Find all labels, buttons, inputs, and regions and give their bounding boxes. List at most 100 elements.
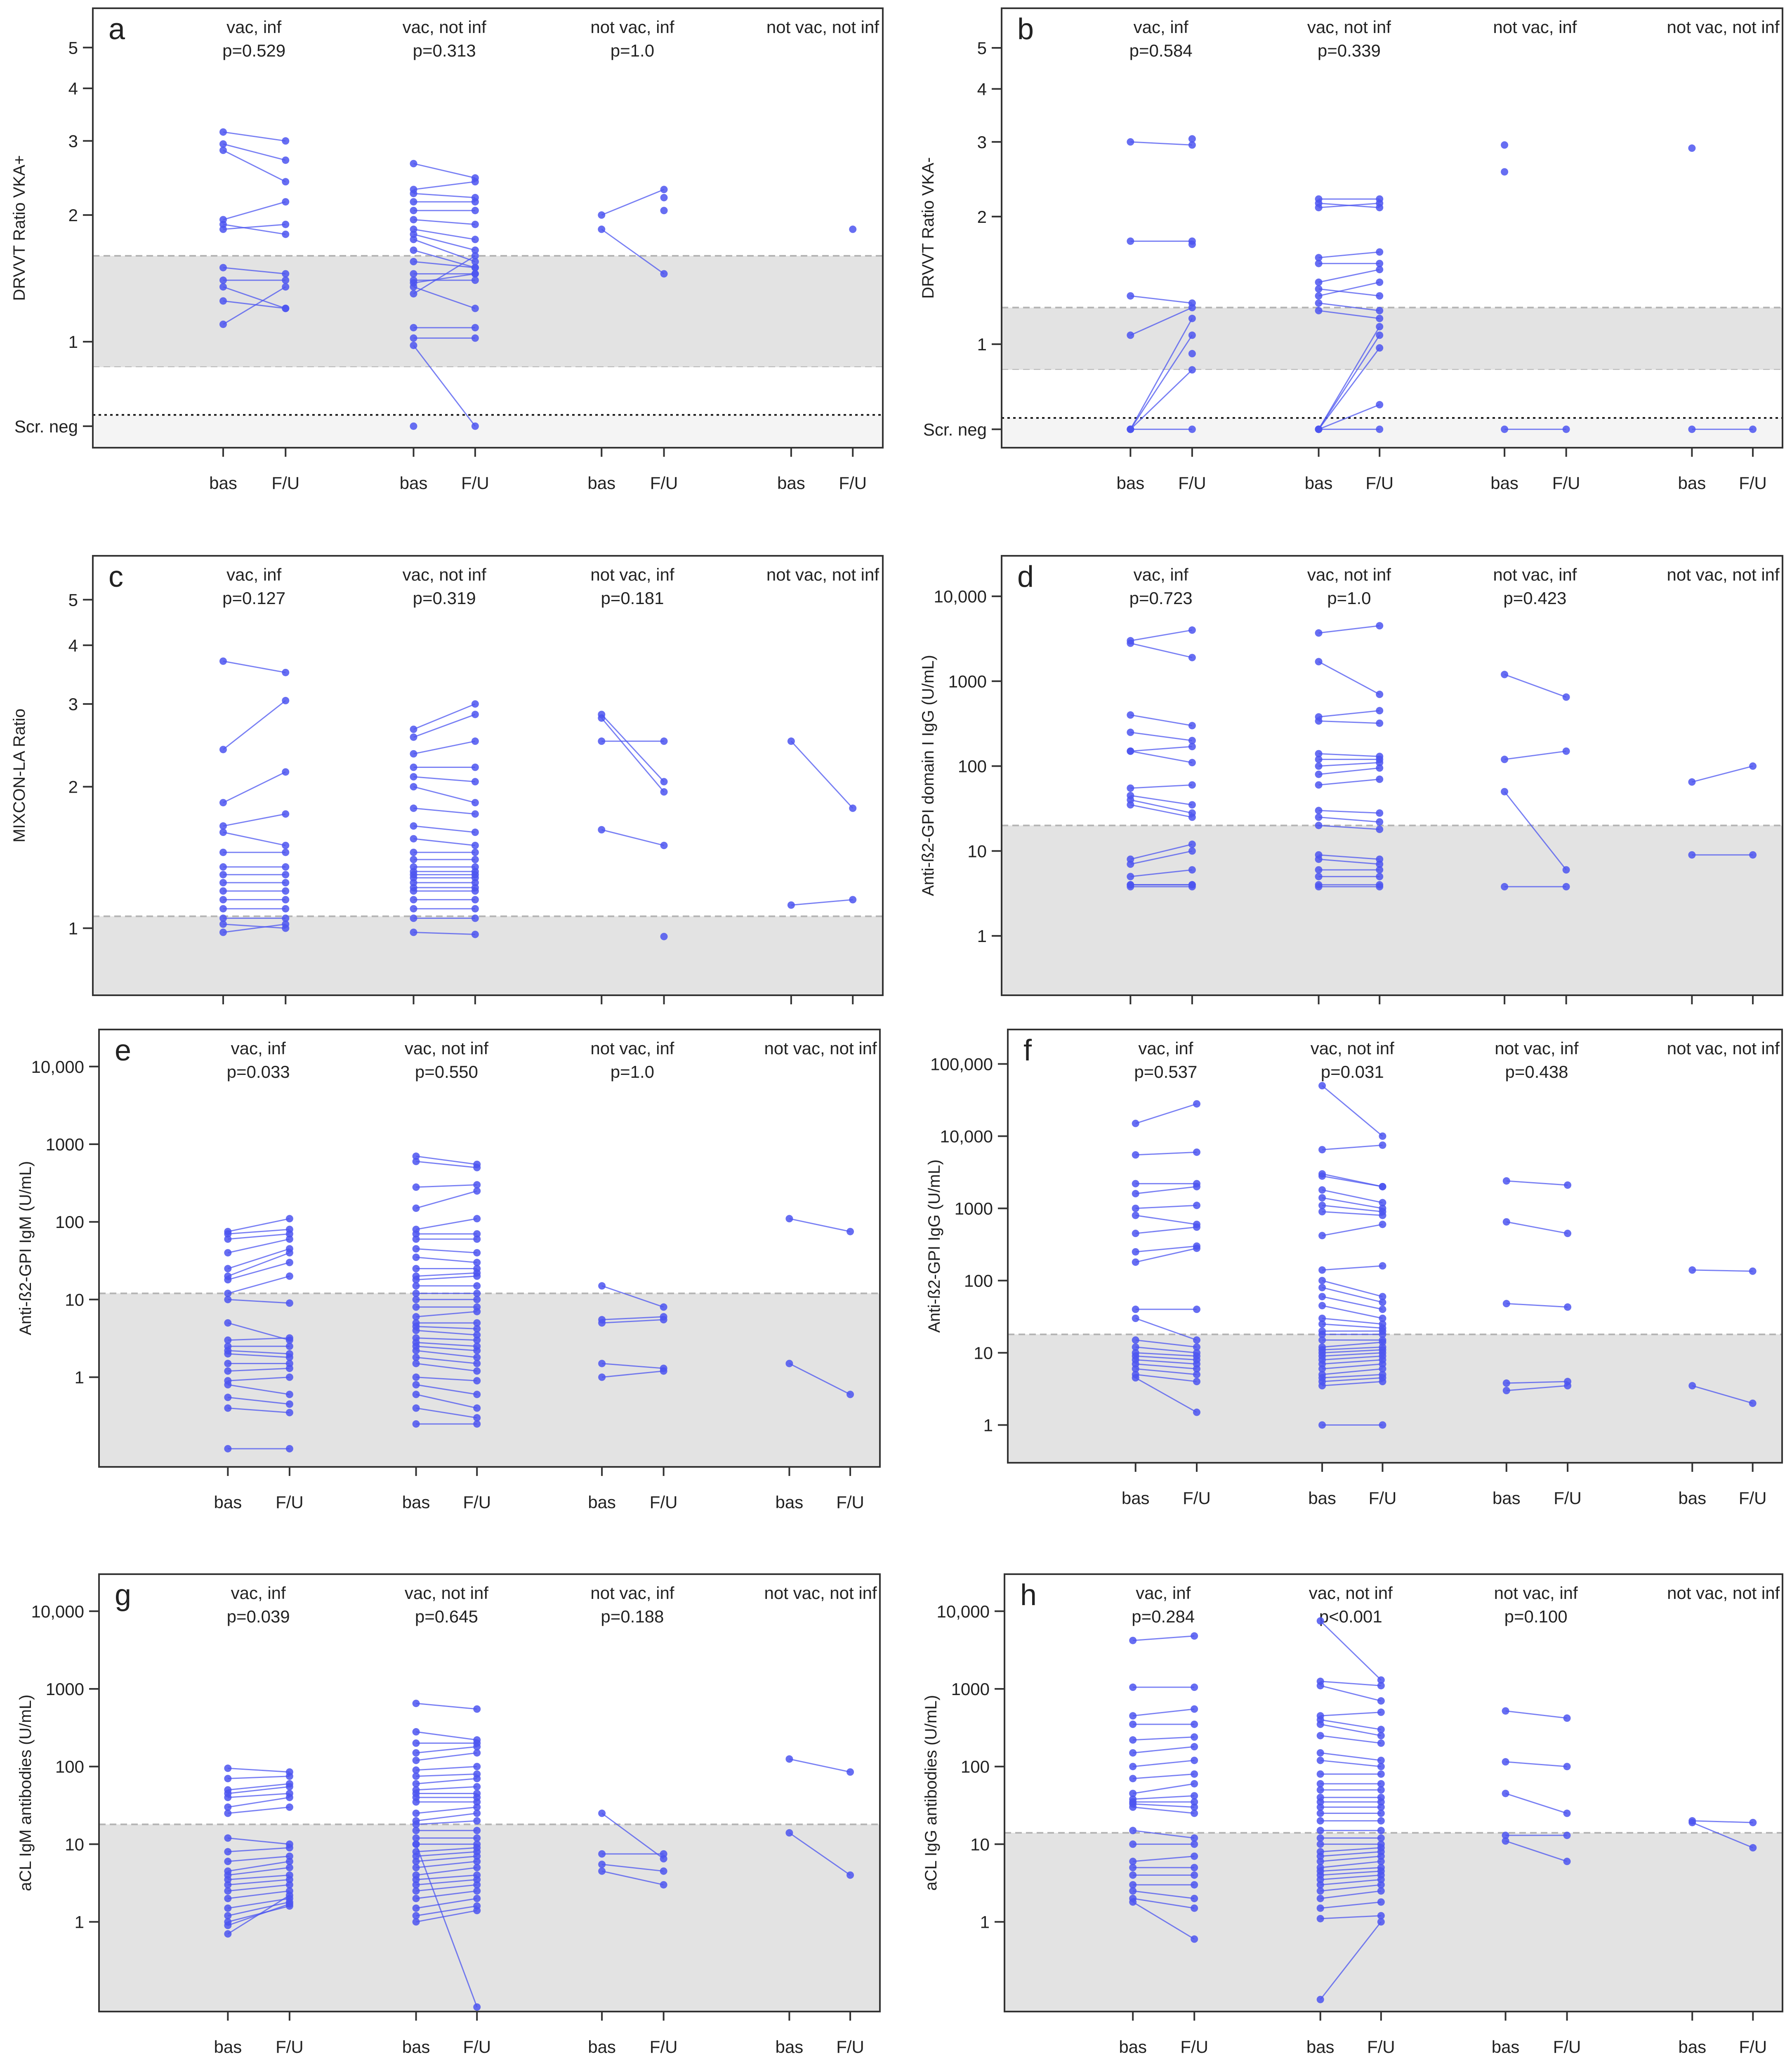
x-tick-label: bas [1678, 2037, 1706, 2057]
followup-point [473, 1809, 481, 1817]
baseline-point [1318, 1082, 1326, 1090]
followup-point [282, 697, 290, 704]
panel-f: 100,000 10,000 1000 100 10 1 Anti-ß2-GPI IgG (… [925, 1029, 1783, 1508]
x-tick-label: F/U [836, 2037, 864, 2057]
followup-point [471, 799, 479, 807]
followup-point [1191, 1935, 1198, 1943]
followup-point [1191, 1705, 1198, 1713]
baseline-point [412, 1749, 420, 1757]
patient-connector [1130, 141, 1192, 146]
followup-point [473, 1235, 481, 1243]
x-tick-label: F/U [463, 1492, 491, 1512]
followup-point [285, 1391, 293, 1398]
patient-connector [413, 825, 476, 833]
baseline-point [1316, 1904, 1324, 1912]
panel-letter: b [1017, 13, 1034, 46]
patient-connector [1318, 326, 1380, 430]
patient-connector [413, 808, 475, 815]
baseline-point [219, 264, 227, 272]
patient-connector [413, 703, 476, 730]
followup-point [471, 334, 479, 342]
baseline-point [1132, 1343, 1139, 1351]
patient-connector [1504, 750, 1566, 760]
baseline-point [1318, 1320, 1326, 1328]
baseline-point [1132, 1365, 1139, 1373]
baseline-point [785, 1215, 793, 1223]
p-value: p=0.438 [1505, 1062, 1568, 1081]
followup-point [1379, 1141, 1386, 1149]
followup-point [1376, 260, 1384, 267]
p-value: p=0.723 [1129, 588, 1193, 608]
followup-point [1191, 1632, 1198, 1640]
patient-connector [1318, 661, 1380, 695]
baseline-point [1688, 144, 1696, 152]
patient-connector [416, 1898, 477, 1909]
group-label: not vac, inf [1493, 17, 1577, 37]
followup-point [1191, 1834, 1198, 1842]
patient-connector [601, 1863, 664, 1872]
patient-connector [223, 267, 286, 275]
baseline-point [1318, 1315, 1326, 1322]
patient-connector [789, 1832, 851, 1876]
baseline-point [410, 160, 417, 168]
baseline-point [1127, 873, 1134, 881]
followup-point [1376, 266, 1384, 274]
patient-connector [416, 1806, 477, 1814]
followup-point [1188, 841, 1196, 848]
baseline-point [1129, 1864, 1137, 1872]
patient-connector [228, 1879, 290, 1886]
baseline-point [224, 1367, 232, 1375]
patient-connector [1318, 854, 1380, 860]
followup-point [1377, 1912, 1385, 1920]
followup-point [1188, 722, 1196, 730]
patient-connector [416, 1407, 477, 1419]
group-label: not vac, not inf [1667, 1583, 1780, 1603]
patient-connector [228, 1861, 290, 1872]
group-label: vac, inf [231, 1039, 286, 1058]
x-tick-label: F/U [1553, 2037, 1581, 2057]
patient-connector [413, 286, 476, 309]
y-axis-label: aCL IgG antibodies (U/mL) [922, 1695, 940, 1891]
baseline-point [219, 297, 227, 305]
followup-point [660, 1850, 667, 1858]
baseline-point [410, 896, 417, 904]
plot-frame [1004, 1573, 1783, 2012]
baseline-point [412, 1276, 420, 1284]
patient-connector [223, 286, 286, 325]
y-tick-label: 10,000 [31, 1057, 84, 1077]
followup-point [1749, 425, 1757, 433]
panel-letter: c [108, 560, 123, 593]
followup-point [1376, 825, 1384, 833]
baseline-point [1315, 822, 1323, 829]
baseline-point [1129, 1827, 1137, 1835]
baseline-point [1316, 1682, 1324, 1690]
x-tick-label: bas [400, 473, 428, 493]
patient-connector [416, 1311, 477, 1318]
baseline-point [1132, 1336, 1139, 1344]
panel-letter: e [115, 1034, 131, 1067]
patient-connector [1135, 1226, 1197, 1234]
patient-connector [1322, 1280, 1383, 1297]
baseline-point [785, 1829, 793, 1837]
patient-connector [1130, 732, 1193, 741]
p-value: p=0.100 [1504, 1607, 1568, 1626]
baseline-point [1315, 883, 1323, 890]
followup-point [1376, 860, 1384, 868]
patient-connector [416, 1851, 477, 1857]
y-axis-label: DRVVT Ratio VKA- [919, 157, 937, 299]
baseline-point [412, 1282, 420, 1290]
baseline-point [412, 1296, 420, 1303]
x-tick-label: bas [1305, 473, 1333, 493]
group-label: vac, not inf [405, 1039, 488, 1058]
patient-connector [1320, 1861, 1381, 1868]
patient-connector [1135, 1186, 1197, 1195]
baseline-point [410, 334, 417, 342]
followup-point [285, 1445, 293, 1452]
followup-point [1188, 425, 1196, 433]
baseline-point [412, 1347, 420, 1355]
followup-point [1376, 707, 1384, 715]
baseline-point [598, 1319, 606, 1327]
x-tick-label: bas [587, 473, 615, 493]
followup-point [471, 810, 479, 818]
patient-connector [1322, 1323, 1383, 1329]
